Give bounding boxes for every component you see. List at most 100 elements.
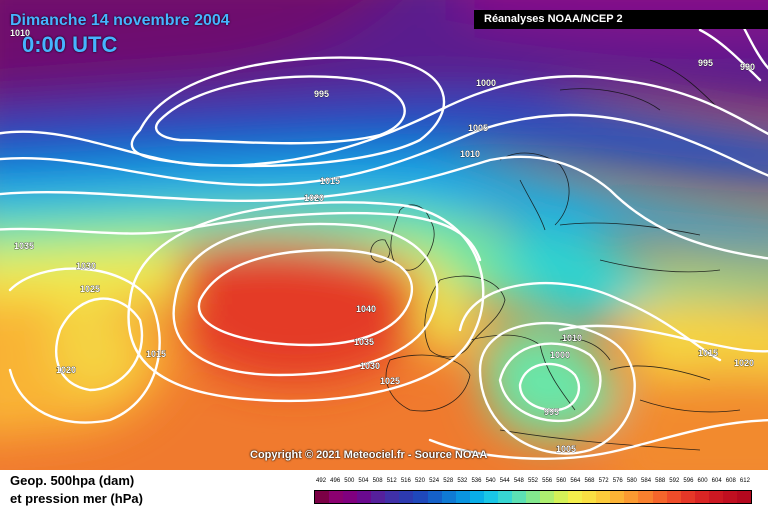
- coastlines: [370, 59, 741, 451]
- isobar-label: 1000: [550, 350, 570, 360]
- footer-title-line2: et pression mer (hPa): [10, 491, 143, 506]
- legend-tick-label: 544: [499, 478, 510, 484]
- legend-tick-label: 608: [725, 478, 736, 484]
- legend-tick-label: 588: [655, 478, 666, 484]
- isobar-label: 1030: [76, 261, 96, 271]
- legend-ticks: 492 496 500 504 508 512 516 520 524 528 532 536 540 5…: [314, 478, 752, 488]
- legend-swatch: [371, 491, 386, 503]
- isobars: [0, 18, 768, 460]
- legend-swatch: [680, 491, 695, 503]
- legend-swatch: [624, 491, 639, 503]
- isobar-label: 1035: [14, 241, 34, 251]
- footer-title-line1: Geop. 500hpa (dam): [10, 473, 135, 488]
- legend-tick-label: 528: [443, 478, 454, 484]
- legend-swatch: [722, 491, 737, 503]
- legend-swatch: [413, 491, 428, 503]
- isobar-label: 995: [698, 58, 713, 68]
- color-legend: [314, 490, 752, 504]
- legend-swatch: [582, 491, 597, 503]
- legend-swatch: [483, 491, 498, 503]
- weather-map: 1010 995 1000 1005 1010 995 990 1015 102…: [0, 0, 768, 470]
- isobar-label: 1015: [698, 348, 718, 358]
- legend-tick-label: 504: [358, 478, 369, 484]
- isobar-label: 1015: [146, 349, 166, 359]
- legend-tick-label: 512: [386, 478, 397, 484]
- legend-tick-label: 516: [400, 478, 411, 484]
- legend-tick-label: 508: [372, 478, 383, 484]
- legend-swatch: [568, 491, 583, 503]
- legend-tick-label: 492: [316, 478, 327, 484]
- isobar-labels: 1010 995 1000 1005 1010 995 990 1015 102…: [10, 28, 756, 455]
- source-label: Réanalyses NOAA/NCEP 2: [474, 10, 768, 29]
- geopotential-field: [0, 0, 768, 470]
- legend-swatch: [315, 491, 330, 503]
- isobar-label: 1030: [360, 361, 380, 371]
- legend-tick-label: 596: [683, 478, 694, 484]
- legend-tick-label: 600: [697, 478, 708, 484]
- legend-swatch: [554, 491, 569, 503]
- legend-swatch: [540, 491, 555, 503]
- isobar-label: 1020: [56, 365, 76, 375]
- isobar-label: 1010: [562, 333, 582, 343]
- isobar-label: 1000: [476, 78, 496, 88]
- legend-swatch: [497, 491, 512, 503]
- legend-swatch: [666, 491, 681, 503]
- legend-swatch: [427, 491, 442, 503]
- isobar-label: 1025: [80, 284, 100, 294]
- legend-swatch: [638, 491, 653, 503]
- legend-tick-label: 612: [739, 478, 750, 484]
- legend-tick-label: 584: [641, 478, 652, 484]
- legend-tick-label: 496: [330, 478, 341, 484]
- legend-swatch: [736, 491, 751, 503]
- legend-tick-label: 580: [626, 478, 637, 484]
- isobar-label: 1025: [380, 376, 400, 386]
- legend-swatch: [652, 491, 667, 503]
- legend-swatch: [525, 491, 540, 503]
- isobar-label: 1005: [556, 444, 576, 454]
- legend-swatch: [357, 491, 372, 503]
- legend-tick-label: 552: [527, 478, 538, 484]
- legend-tick-label: 536: [471, 478, 482, 484]
- legend-tick-label: 556: [542, 478, 553, 484]
- isobar-label: 990: [740, 62, 755, 72]
- legend-tick-label: 604: [711, 478, 722, 484]
- isobar-label: 1035: [354, 337, 374, 347]
- isobar-label: 1020: [734, 358, 754, 368]
- date-label: Dimanche 14 novembre 2004: [10, 12, 230, 29]
- isobar-label: 1010: [10, 28, 30, 38]
- legend-tick-label: 524: [429, 478, 440, 484]
- legend-tick-label: 560: [556, 478, 567, 484]
- legend-tick-label: 564: [570, 478, 581, 484]
- legend-tick-label: 540: [485, 478, 496, 484]
- isobar-label: 1005: [468, 123, 488, 133]
- legend-tick-label: 576: [612, 478, 623, 484]
- isobar-label: 1010: [460, 149, 480, 159]
- legend-swatch: [610, 491, 625, 503]
- time-label: 0:00 UTC: [22, 32, 118, 57]
- legend-tick-label: 520: [414, 478, 425, 484]
- legend-swatch: [441, 491, 456, 503]
- legend-swatch: [329, 491, 344, 503]
- legend-swatch: [399, 491, 414, 503]
- legend-swatch: [343, 491, 358, 503]
- legend-swatch: [596, 491, 611, 503]
- isobar-label: 1040: [356, 304, 376, 314]
- map-canvas: 1010 995 1000 1005 1010 995 990 1015 102…: [0, 0, 768, 470]
- copyright-label: Copyright © 2021 Meteociel.fr - Source N…: [250, 449, 488, 461]
- legend-swatch: [385, 491, 400, 503]
- legend-swatch: [511, 491, 526, 503]
- legend-tick-label: 592: [669, 478, 680, 484]
- legend-tick-label: 548: [513, 478, 524, 484]
- isobar-label: 995: [544, 407, 559, 417]
- legend-swatch: [455, 491, 470, 503]
- legend-swatch: [694, 491, 709, 503]
- legend-swatch: [469, 491, 484, 503]
- legend-swatch: [708, 491, 723, 503]
- legend-tick-label: 500: [344, 478, 355, 484]
- isobar-label: 1015: [320, 176, 340, 186]
- isobar-label: 995: [314, 89, 329, 99]
- legend-tick-label: 568: [584, 478, 595, 484]
- legend-tick-label: 572: [598, 478, 609, 484]
- isobar-label: 1020: [304, 193, 324, 203]
- legend-tick-label: 532: [457, 478, 468, 484]
